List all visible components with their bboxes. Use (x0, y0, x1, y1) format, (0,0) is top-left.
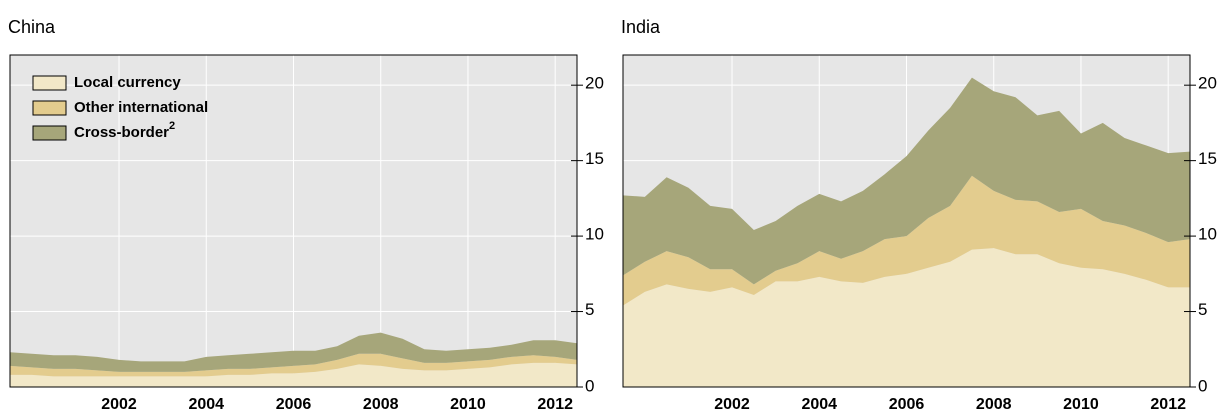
x-tick-label: 2010 (450, 396, 486, 413)
legend-name: Cross-border (74, 124, 169, 141)
legend-name: Other international (74, 99, 208, 116)
area (10, 353, 577, 377)
panel-title: China (8, 17, 56, 37)
x-tick-label: 2008 (363, 396, 399, 413)
area (10, 332, 577, 372)
legend-swatch (32, 75, 67, 91)
area (623, 175, 1190, 306)
x-tick-label: 2010 (1063, 396, 1099, 413)
y-tick-label: 20 (1198, 74, 1217, 93)
y-tick-label: 0 (1198, 376, 1207, 395)
x-tick-label: 2002 (714, 396, 750, 413)
x-tick-label: 2012 (537, 396, 573, 413)
y-tick-label: 20 (585, 74, 604, 93)
x-tick-label: 2012 (1150, 396, 1186, 413)
area (623, 77, 1190, 285)
x-tick-label: 2004 (801, 396, 837, 413)
y-tick-label: 5 (585, 300, 594, 319)
x-tick-label: 2006 (276, 396, 312, 413)
legend-swatch (32, 125, 67, 141)
area (10, 362, 577, 387)
y-tick-label: 15 (1198, 149, 1217, 168)
y-tick-label: 15 (585, 149, 604, 168)
x-tick-label: 2004 (188, 396, 224, 413)
y-tick-label: 10 (1198, 225, 1217, 244)
x-tick-label: 2002 (101, 396, 137, 413)
legend-label: Cross-border2 (74, 120, 175, 141)
legend-footnote: 2 (169, 120, 175, 132)
panel-title: India (621, 17, 661, 37)
x-tick-label: 2008 (976, 396, 1012, 413)
legend-label: Local currency (74, 74, 181, 91)
x-tick-label: 2006 (889, 396, 925, 413)
y-tick-label: 10 (585, 225, 604, 244)
legend-label: Other international (74, 99, 208, 116)
y-tick-label: 0 (585, 376, 594, 395)
legend-swatch (32, 100, 67, 116)
area (623, 248, 1190, 387)
legend-name: Local currency (74, 74, 181, 91)
y-tick-label: 5 (1198, 300, 1207, 319)
